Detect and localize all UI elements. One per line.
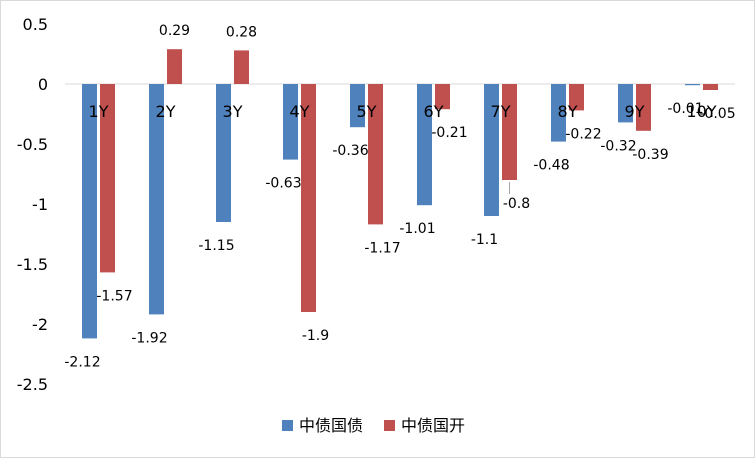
y-tick-label: -0.5 [17,135,48,154]
bar-series2 [636,84,651,131]
bar-series1 [618,84,633,123]
legend-label: 中债国债 [299,416,363,435]
x-category-label: 1Y [89,102,109,121]
bar-series2 [502,84,517,180]
bar-series2 [703,84,718,90]
bar-series1 [350,84,365,128]
bar-series1 [417,84,432,206]
data-label: -2.12 [64,354,100,370]
data-label: -0.39 [632,147,668,163]
bar-series2 [368,84,383,225]
data-label: -0.22 [565,126,601,142]
bar-series2 [167,49,182,84]
data-label: -0.63 [265,176,301,192]
data-label: -0.05 [699,106,735,122]
bar-series1 [283,84,298,160]
bar-series1 [82,84,97,339]
bar-series1 [149,84,164,315]
bar-series1 [216,84,231,222]
y-tick-label: 0 [38,75,48,94]
y-tick-label: 0.5 [23,15,48,34]
x-category-label: 7Y [491,102,511,121]
data-label: -1.57 [96,288,132,304]
bar-series2 [301,84,316,312]
data-label: -0.48 [533,158,569,174]
data-label: -1.17 [364,240,400,256]
data-label: -1.92 [131,330,167,346]
x-category-label: 2Y [156,102,176,121]
y-tick-label: -1 [32,195,48,214]
data-label: -0.36 [332,143,368,159]
bar-series2 [569,84,584,111]
data-label: -0.8 [503,196,530,212]
data-label: -1.9 [302,328,329,344]
legend-swatch [384,420,395,431]
data-label: -0.01 [667,101,703,117]
bar-series1 [551,84,566,142]
x-category-label: 3Y [223,102,243,121]
data-label: -0.21 [431,125,467,141]
x-category-label: 8Y [558,102,578,121]
y-tick-label: -2.5 [17,375,48,394]
data-label: -1.15 [198,238,234,254]
y-tick-label: -1.5 [17,255,48,274]
bar-series2 [100,84,115,273]
data-label: -0.32 [600,138,636,154]
bar-series2 [435,84,450,110]
data-label: 0.28 [226,24,257,40]
bar-series1 [484,84,499,216]
x-category-label: 10Y [686,102,716,121]
y-tick-label: -2 [32,315,48,334]
x-category-label: 9Y [625,102,645,121]
data-label: -1.01 [399,221,435,237]
legend-label: 中债国开 [401,416,465,435]
bar-series2 [234,50,249,84]
x-category-label: 5Y [357,102,377,121]
x-category-label: 4Y [290,102,310,121]
bar-series1 [685,84,700,86]
data-label: 0.29 [159,23,190,39]
legend-swatch [282,420,293,431]
x-category-label: 6Y [424,102,444,121]
data-label: -1.1 [471,232,498,248]
